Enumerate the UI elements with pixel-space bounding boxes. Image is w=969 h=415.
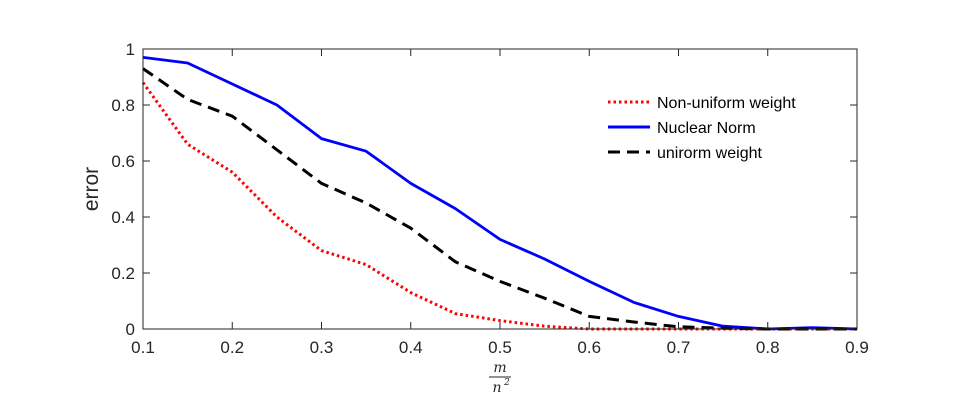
y-axis-label: error <box>80 167 103 211</box>
series-line-2 <box>142 67 857 331</box>
y-tick-label: 0 <box>126 320 135 339</box>
legend: Non-uniform weight Nuclear Norm unirorm we… <box>597 85 831 171</box>
x-tick-label: 0.8 <box>756 338 780 357</box>
x-tick-label: 0.3 <box>310 338 334 357</box>
legend-label-1: Nuclear Norm <box>657 120 756 137</box>
x-tick-label: 0.1 <box>131 338 155 357</box>
x-axis-label-numerator: m <box>493 360 506 376</box>
series-layer <box>141 56 858 331</box>
y-tick-label: 1 <box>126 40 135 59</box>
series-line-1 <box>142 56 858 331</box>
x-tick-label: 0.2 <box>220 338 244 357</box>
x-axis-label-denominator: n <box>492 380 501 396</box>
x-tick-label: 0.5 <box>488 338 512 357</box>
x-axis-label: m n 2 <box>489 360 511 396</box>
x-tick-label: 0.9 <box>845 338 869 357</box>
y-tick-label: 0.8 <box>111 96 135 115</box>
legend-label-2: unirorm weight <box>657 145 762 162</box>
series-line-0 <box>141 81 857 331</box>
y-tick-label: 0.4 <box>111 208 135 227</box>
x-tick-label: 0.4 <box>399 338 423 357</box>
x-tick-label: 0.7 <box>667 338 691 357</box>
x-tick-label: 0.6 <box>577 338 601 357</box>
y-tick-label: 0.6 <box>111 152 135 171</box>
legend-label-0: Non-uniform weight <box>657 95 796 112</box>
x-axis-label-exponent: 2 <box>503 378 510 388</box>
ticks-layer: 0.1 0.2 0.3 0.4 0.5 0.6 0.7 0.8 0.9 0 0.2 0.4 0.6 0.8… <box>111 40 868 357</box>
y-tick-label: 0.2 <box>111 264 135 283</box>
